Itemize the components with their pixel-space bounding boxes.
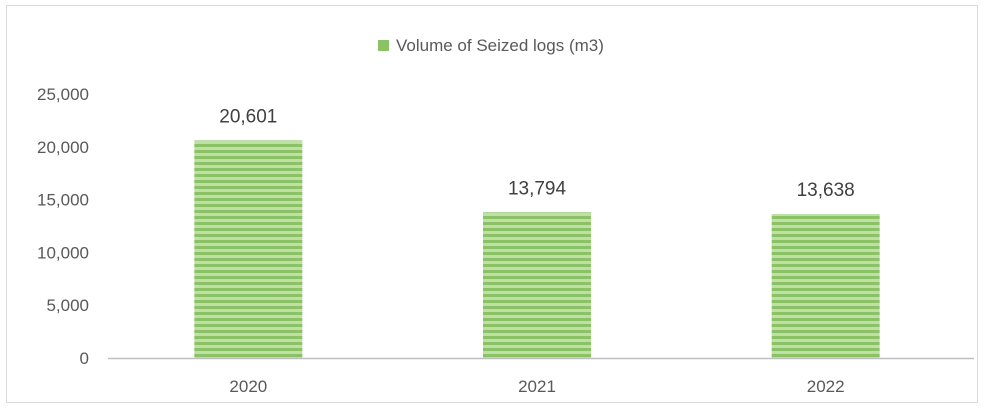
legend: Volume of Seized logs (m3) bbox=[378, 36, 604, 55]
bars bbox=[194, 140, 880, 358]
data-label-2020: 20,601 bbox=[219, 106, 277, 127]
y-axis-ticks: 0 5,000 10,000 15,000 20,000 25,000 bbox=[37, 85, 89, 368]
legend-swatch bbox=[378, 40, 389, 51]
data-label-2021: 13,794 bbox=[508, 178, 567, 199]
y-tick-label: 15,000 bbox=[37, 191, 89, 210]
bar-2022 bbox=[771, 213, 880, 358]
bar-2020 bbox=[194, 140, 303, 358]
data-label-2022: 13,638 bbox=[797, 180, 855, 201]
x-axis-ticks: 2020 2021 2022 bbox=[229, 377, 844, 396]
y-tick-label: 0 bbox=[80, 349, 89, 368]
y-tick-label: 20,000 bbox=[37, 138, 89, 157]
data-labels: 20,601 13,794 13,638 bbox=[219, 106, 854, 201]
x-tick-label-2021: 2021 bbox=[518, 377, 556, 396]
x-tick-label-2022: 2022 bbox=[807, 377, 845, 396]
x-tick-label-2020: 2020 bbox=[229, 377, 267, 396]
y-tick-label: 25,000 bbox=[37, 85, 89, 104]
legend-label: Volume of Seized logs (m3) bbox=[396, 36, 604, 55]
y-tick-label: 10,000 bbox=[37, 243, 89, 262]
bar-2021 bbox=[483, 212, 591, 358]
y-tick-label: 5,000 bbox=[46, 296, 89, 315]
